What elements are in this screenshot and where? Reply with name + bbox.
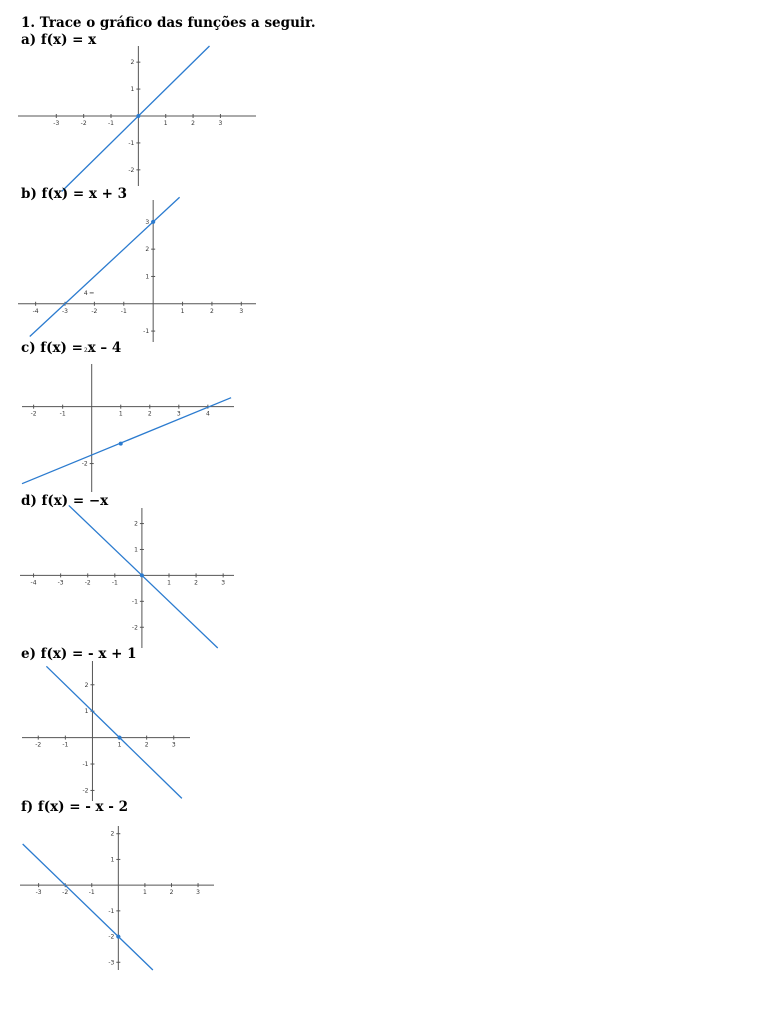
y-tick-label: 2 (85, 682, 89, 689)
y-tick-label: 1 (131, 86, 135, 93)
y-tick-label: -2 (82, 787, 88, 794)
y-tick-label: -1 (132, 598, 138, 605)
y-tick-label: 2 (131, 59, 135, 66)
y-tick-label: -2 (132, 624, 138, 631)
item-label-d: d) f(x) = −x (21, 493, 109, 509)
y-tick-label: -3 (108, 959, 114, 966)
y-tick-label: 2 (111, 831, 115, 838)
y-tick-label: -2 (108, 934, 114, 941)
x-tick-label: -2 (85, 579, 91, 586)
item-label-a: a) f(x) = x (21, 32, 97, 48)
graph-c: -2 -1 1 2 3 4 -2 2 4 (21, 290, 234, 492)
x-tick-label: 1 (164, 120, 168, 127)
item-label-b: b) f(x) = x + 3 (21, 186, 128, 202)
x-tick-label: -1 (62, 742, 68, 749)
x-tick-label: 1 (143, 889, 147, 896)
x-tick-label: -1 (108, 120, 114, 127)
function-point (136, 114, 141, 118)
function-point (116, 934, 121, 939)
y-tick-label: -1 (128, 140, 134, 147)
x-tick-label: -1 (89, 889, 95, 896)
y-tick-label: 1 (111, 856, 115, 863)
function-line (29, 196, 181, 338)
x-tick-label: 2 (170, 889, 174, 896)
x-tick-label: 1 (119, 411, 123, 418)
y-tick-label: 2 (145, 246, 149, 253)
y-tick-label: -2 (82, 461, 88, 468)
x-tick-label: 4 (206, 411, 210, 418)
x-tick-label: 1 (167, 579, 171, 586)
graph-b: -4 -3 -2 -1 1 2 3 -1 1 2 3 (18, 196, 256, 342)
function-line (22, 843, 154, 971)
graph-a: -3 -2 -1 1 2 3 -2 -1 1 2 (18, 45, 256, 192)
x-tick-label: 1 (118, 742, 122, 749)
y-tick-label: 1 (145, 273, 149, 280)
x-tick-label: 3 (239, 308, 243, 315)
y-tick-label: -1 (143, 328, 149, 335)
x-tick-label: -4 (31, 579, 37, 586)
y-tick-label: -2 (128, 167, 134, 174)
function-line (21, 397, 232, 485)
x-tick-label: -1 (112, 579, 118, 586)
x-tick-label: 2 (148, 411, 152, 418)
x-tick-label: 3 (219, 120, 223, 127)
function-line (45, 665, 183, 799)
x-tick-label: 1 (181, 308, 185, 315)
x-tick-label: 2 (191, 120, 195, 127)
function-line (61, 45, 210, 192)
item-label-e: e) f(x) = - x + 1 (21, 646, 137, 662)
x-tick-label: -3 (58, 579, 64, 586)
y-tick-label: -1 (108, 908, 114, 915)
graph-e: -2 -1 1 2 3 -2 -1 1 2 (22, 661, 190, 801)
x-tick-label: -2 (81, 120, 87, 127)
graph-f: -3 -2 -1 1 2 3 -3 -2 -1 1 2 (20, 826, 214, 971)
y-tick-label: 2 (134, 521, 138, 528)
item-label-c: c) f(x) = x – 4 (21, 340, 122, 356)
x-tick-label: -1 (60, 411, 66, 418)
x-tick-label: 2 (145, 742, 149, 749)
y-tick-label: 4 (84, 290, 88, 297)
function-point (117, 735, 122, 740)
x-tick-label: -1 (121, 308, 127, 315)
x-tick-label: 3 (221, 579, 225, 586)
x-tick-label: -2 (31, 411, 37, 418)
graph-d: -4 -3 -2 -1 1 2 3 -2 -1 1 2 (20, 504, 234, 649)
x-tick-label: -4 (33, 308, 39, 315)
x-tick-label: -3 (53, 120, 59, 127)
x-tick-label: -3 (62, 308, 68, 315)
x-tick-label: 3 (196, 889, 200, 896)
x-tick-label: 3 (172, 742, 176, 749)
x-tick-label: -3 (36, 889, 42, 896)
x-tick-label: 2 (210, 308, 214, 315)
function-point (151, 219, 156, 224)
x-tick-label: 3 (177, 411, 181, 418)
y-tick-label: -1 (82, 761, 88, 768)
y-tick-label: 2 (84, 347, 88, 354)
item-label-f: f) f(x) = - x - 2 (21, 799, 128, 815)
function-point (118, 441, 123, 446)
function-point (139, 573, 144, 578)
x-tick-label: 2 (194, 579, 198, 586)
exercise-title: 1. Trace o gráfico das funções a seguir. (21, 15, 316, 31)
x-tick-label: -2 (35, 742, 41, 749)
y-tick-label: 1 (85, 708, 89, 715)
y-tick-label: 3 (145, 219, 149, 226)
y-tick-label: 1 (134, 546, 138, 553)
x-tick-label: -2 (91, 308, 97, 315)
x-tick-label: -2 (62, 889, 68, 896)
